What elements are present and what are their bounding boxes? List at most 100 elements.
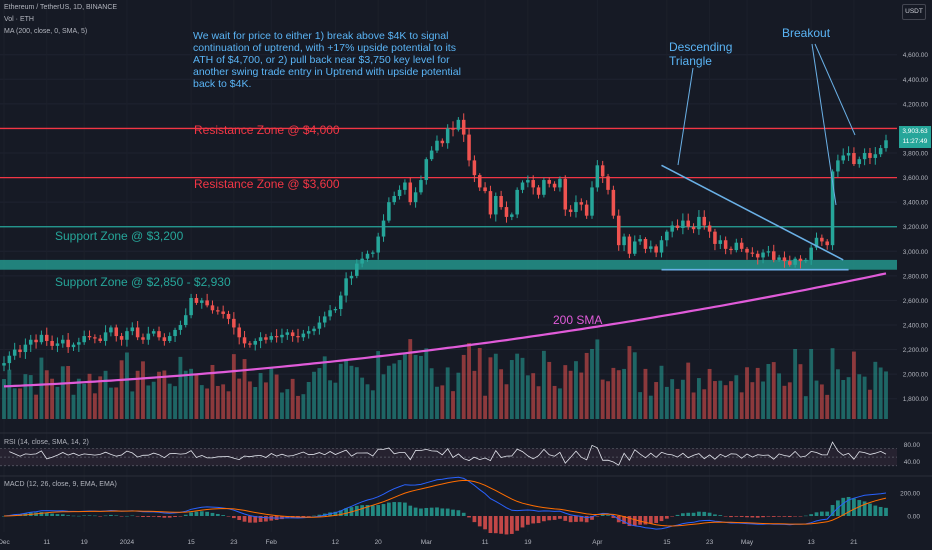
volume-bar — [515, 353, 520, 419]
price-tick-label: 4,600.00 — [903, 52, 929, 59]
candle-body — [820, 237, 824, 242]
candle-body — [355, 263, 359, 276]
candle-body — [34, 339, 38, 343]
macd-histogram-bar — [125, 515, 129, 517]
macd-histogram-bar — [793, 516, 797, 517]
volume-bar — [632, 352, 637, 419]
macd-histogram-bar — [435, 507, 439, 516]
time-tick-label: 11 — [482, 539, 489, 546]
volume-bar — [397, 360, 402, 419]
volume-bar — [611, 367, 616, 419]
candle-body — [600, 165, 605, 177]
macd-histogram-bar — [509, 516, 514, 534]
volume-bar — [461, 354, 466, 419]
macd-histogram-bar — [803, 515, 808, 517]
macd-histogram-bar — [226, 516, 231, 517]
volume-bar — [622, 368, 626, 419]
candle-body — [253, 340, 258, 345]
macd-histogram-bar — [306, 516, 311, 517]
macd-histogram-bar — [595, 516, 600, 517]
volume-bar — [616, 370, 621, 419]
candle-body — [804, 259, 808, 262]
macd-histogram-bar — [98, 516, 103, 517]
volume-bar — [878, 367, 883, 419]
volume-bar — [445, 367, 450, 419]
candle-body — [638, 239, 642, 242]
macd-histogram-bar — [130, 515, 135, 517]
macd-histogram-bar — [467, 516, 471, 518]
volume-bar — [472, 370, 477, 419]
macd-histogram-bar — [381, 504, 386, 516]
volume-bar — [755, 367, 760, 419]
macd-histogram-bar — [248, 516, 252, 523]
candle-body — [643, 239, 648, 249]
volume-bar — [707, 368, 712, 419]
bar-countdown: 11:27:49 — [902, 138, 928, 145]
macd-histogram-bar — [787, 516, 792, 517]
candle-body — [274, 336, 279, 338]
volume-bar — [306, 382, 311, 419]
candle-body — [702, 216, 707, 226]
volume-bar — [734, 375, 739, 419]
candle-body — [707, 225, 712, 232]
volume-bar — [98, 376, 103, 419]
volume-bar — [739, 392, 744, 419]
macd-histogram-bar — [873, 505, 878, 516]
macd-histogram-bar — [568, 516, 573, 523]
candle-body — [681, 220, 685, 228]
volume-bar — [44, 370, 49, 419]
volume-bar — [835, 369, 840, 419]
volume-bar — [162, 370, 167, 419]
volume-bar — [146, 385, 151, 419]
candle-body — [675, 225, 680, 228]
volume-bar — [525, 375, 530, 419]
macd-histogram-bar — [333, 511, 338, 516]
candle-body — [429, 150, 434, 160]
volume-bar — [376, 351, 381, 419]
volume-bar — [199, 385, 204, 419]
candle-body — [216, 310, 220, 312]
candle-body — [371, 252, 375, 254]
volume-bar — [274, 374, 279, 419]
macd-histogram-bar — [841, 497, 846, 516]
volume-bars — [2, 339, 888, 419]
macd-histogram-bar — [221, 515, 226, 516]
macd-histogram-bar — [852, 498, 856, 516]
sma-200-line — [3, 272, 887, 388]
macd-histogram-bar — [584, 516, 589, 523]
time-tick-label: 15 — [187, 539, 195, 546]
volume-bar — [787, 382, 792, 419]
volume-bar — [66, 366, 71, 419]
volume-bar — [18, 388, 22, 419]
macd-histogram-bar — [590, 516, 594, 520]
volume-bar — [648, 395, 653, 419]
volume-bar — [87, 373, 92, 419]
macd-histogram-bar — [146, 516, 151, 517]
candle-body — [558, 178, 562, 188]
time-tick-label: 13 — [808, 539, 816, 546]
macd-histogram-bar — [563, 516, 568, 521]
candle-body — [376, 236, 380, 253]
currency-button[interactable]: USDT — [902, 4, 926, 20]
candle-body — [745, 248, 749, 253]
volume-bar — [456, 372, 461, 419]
candle-body — [130, 327, 135, 332]
volume-bar — [141, 361, 145, 419]
candle-body — [141, 337, 145, 340]
candle-body — [114, 327, 119, 337]
candle-body — [488, 191, 493, 215]
price-tick-label: 2,000.00 — [903, 372, 929, 379]
macd-histogram-bar — [632, 516, 637, 526]
candle-body — [574, 202, 578, 212]
volume-bar — [504, 384, 509, 419]
macd-histogram-bar — [627, 516, 632, 527]
candle-body — [739, 242, 744, 249]
candle-body — [852, 153, 856, 165]
candle-body — [413, 192, 418, 203]
volume-bar — [34, 394, 38, 419]
time-tick-label: Feb — [266, 539, 278, 546]
macd-histogram-bar — [814, 512, 819, 516]
support-2850-label: Support Zone @ $2,850 - $2,930 — [55, 275, 231, 289]
macd-histogram-bar — [189, 512, 193, 516]
